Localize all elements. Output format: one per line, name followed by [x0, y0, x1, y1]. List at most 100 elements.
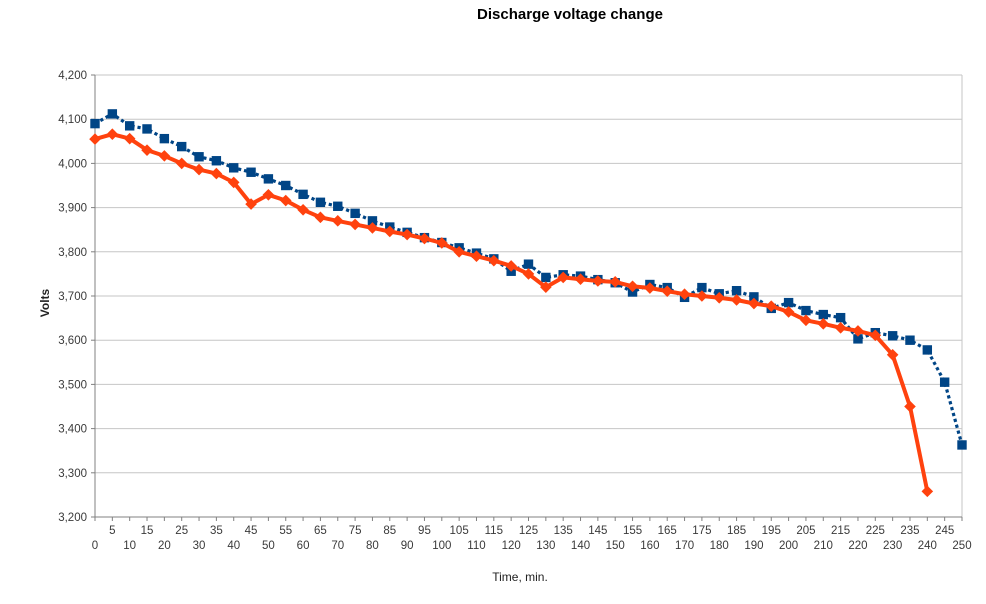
x-tick-label: 185	[727, 525, 746, 537]
series-2-orange-marker	[436, 237, 448, 249]
x-tick-label: 105	[450, 525, 469, 537]
x-tick-label: 10	[123, 540, 136, 552]
series-2-orange-marker	[886, 348, 899, 361]
series-1-blue-marker	[211, 156, 222, 166]
series-2-orange-marker	[765, 300, 778, 312]
series-1-blue-marker	[853, 334, 863, 344]
x-tick-label: 250	[952, 540, 971, 552]
x-tick-label: 160	[640, 540, 659, 552]
x-tick-label: 205	[796, 525, 815, 537]
x-tick-label: 65	[314, 525, 327, 537]
series-2-orange-marker	[661, 285, 674, 297]
y-tick-label: 3,300	[58, 468, 87, 480]
x-tick-label: 60	[297, 540, 310, 552]
x-tick-label: 80	[366, 540, 379, 552]
series-2-orange-marker	[123, 132, 136, 145]
x-tick-label: 210	[814, 540, 833, 552]
y-tick-label: 4,000	[58, 158, 87, 170]
series-1-blue-marker	[177, 141, 187, 152]
x-tick-label: 20	[158, 540, 171, 552]
series-2-orange-marker	[349, 218, 361, 231]
series-2-orange-marker	[557, 271, 569, 284]
y-tick-label: 3,900	[58, 203, 87, 215]
series-1-blue-marker	[350, 208, 360, 219]
series-2-orange-marker	[782, 306, 795, 318]
series-1-blue-marker	[142, 124, 152, 134]
series-2-orange-marker	[505, 260, 517, 272]
x-tick-label: 230	[883, 540, 902, 552]
series-2-orange-marker	[748, 297, 760, 310]
series-1-blue-marker	[333, 201, 343, 211]
x-tick-label: 155	[623, 525, 642, 537]
x-tick-label: 115	[485, 525, 503, 537]
series-1-blue-marker	[818, 309, 828, 320]
x-tick-label: 240	[918, 540, 937, 552]
x-tick-label: 0	[92, 540, 98, 552]
x-tick-label: 90	[401, 540, 414, 552]
series-2-orange-marker	[730, 294, 743, 306]
series-1-blue-marker	[194, 152, 204, 162]
series-2-orange-marker	[834, 322, 847, 334]
series-2-orange-marker	[175, 157, 188, 170]
series-1-blue-marker	[749, 292, 759, 302]
x-tick-label: 55	[279, 525, 292, 537]
series-1-blue-marker	[315, 197, 326, 207]
y-tick-label: 3,400	[58, 424, 87, 436]
x-tick-label: 125	[519, 525, 538, 537]
series-2-orange-marker	[89, 133, 101, 145]
series-1-blue-marker	[922, 345, 933, 355]
x-tick-label: 120	[502, 540, 521, 552]
x-tick-label: 40	[227, 540, 240, 552]
series-1-blue-marker	[697, 282, 707, 293]
series-2-orange-marker	[574, 273, 587, 286]
y-tick-label: 3,800	[58, 247, 87, 259]
x-tick-label: 15	[141, 525, 154, 537]
x-tick-label: 35	[210, 525, 223, 537]
series-1-blue-marker	[107, 109, 118, 119]
series-2-orange-marker	[800, 314, 812, 327]
series-2-orange-marker	[817, 318, 830, 330]
x-tick-label: 140	[571, 540, 590, 552]
series-2-orange-marker	[262, 188, 275, 201]
series-2-orange-marker	[626, 280, 639, 293]
y-tick-label: 4,100	[58, 114, 87, 126]
x-tick-label: 245	[935, 525, 954, 537]
series-2-orange-marker	[904, 400, 916, 413]
y-axis-title: Volts	[38, 288, 52, 318]
x-tick-label: 110	[467, 540, 485, 552]
series-2-orange-marker	[678, 288, 691, 301]
series-1-blue-marker	[281, 180, 291, 191]
x-tick-label: 200	[779, 540, 798, 552]
x-tick-label: 175	[692, 525, 711, 537]
x-tick-label: 30	[193, 540, 206, 552]
x-tick-label: 25	[175, 525, 188, 537]
x-tick-label: 235	[900, 525, 919, 537]
x-tick-label: 220	[848, 540, 867, 552]
series-2-orange-marker	[331, 215, 344, 227]
x-tick-label: 135	[554, 525, 573, 537]
series-1-blue-marker	[887, 331, 898, 341]
x-tick-label: 145	[588, 525, 607, 537]
x-tick-label: 170	[675, 540, 694, 552]
x-tick-label: 50	[262, 540, 275, 552]
series-2-orange-marker	[141, 144, 153, 156]
series-2-orange-marker	[383, 225, 396, 238]
series-1-blue-marker	[939, 377, 950, 387]
series-1-blue-marker	[731, 285, 742, 296]
series-2-orange-marker	[540, 281, 552, 293]
series-1-blue-marker	[957, 440, 967, 450]
series-2-orange-marker	[696, 290, 708, 302]
x-tick-label: 180	[710, 540, 729, 552]
x-tick-label: 45	[245, 525, 258, 537]
series-2-orange-marker	[592, 275, 604, 287]
series-2-orange-marker	[210, 167, 223, 180]
series-1-blue-marker	[246, 167, 256, 177]
series-1-blue-marker	[783, 297, 794, 308]
series-1-blue-marker	[229, 163, 239, 173]
series-2-orange-marker	[453, 246, 465, 258]
x-tick-label: 130	[536, 540, 555, 552]
x-tick-label: 75	[349, 525, 362, 537]
x-tick-label: 215	[831, 525, 850, 537]
